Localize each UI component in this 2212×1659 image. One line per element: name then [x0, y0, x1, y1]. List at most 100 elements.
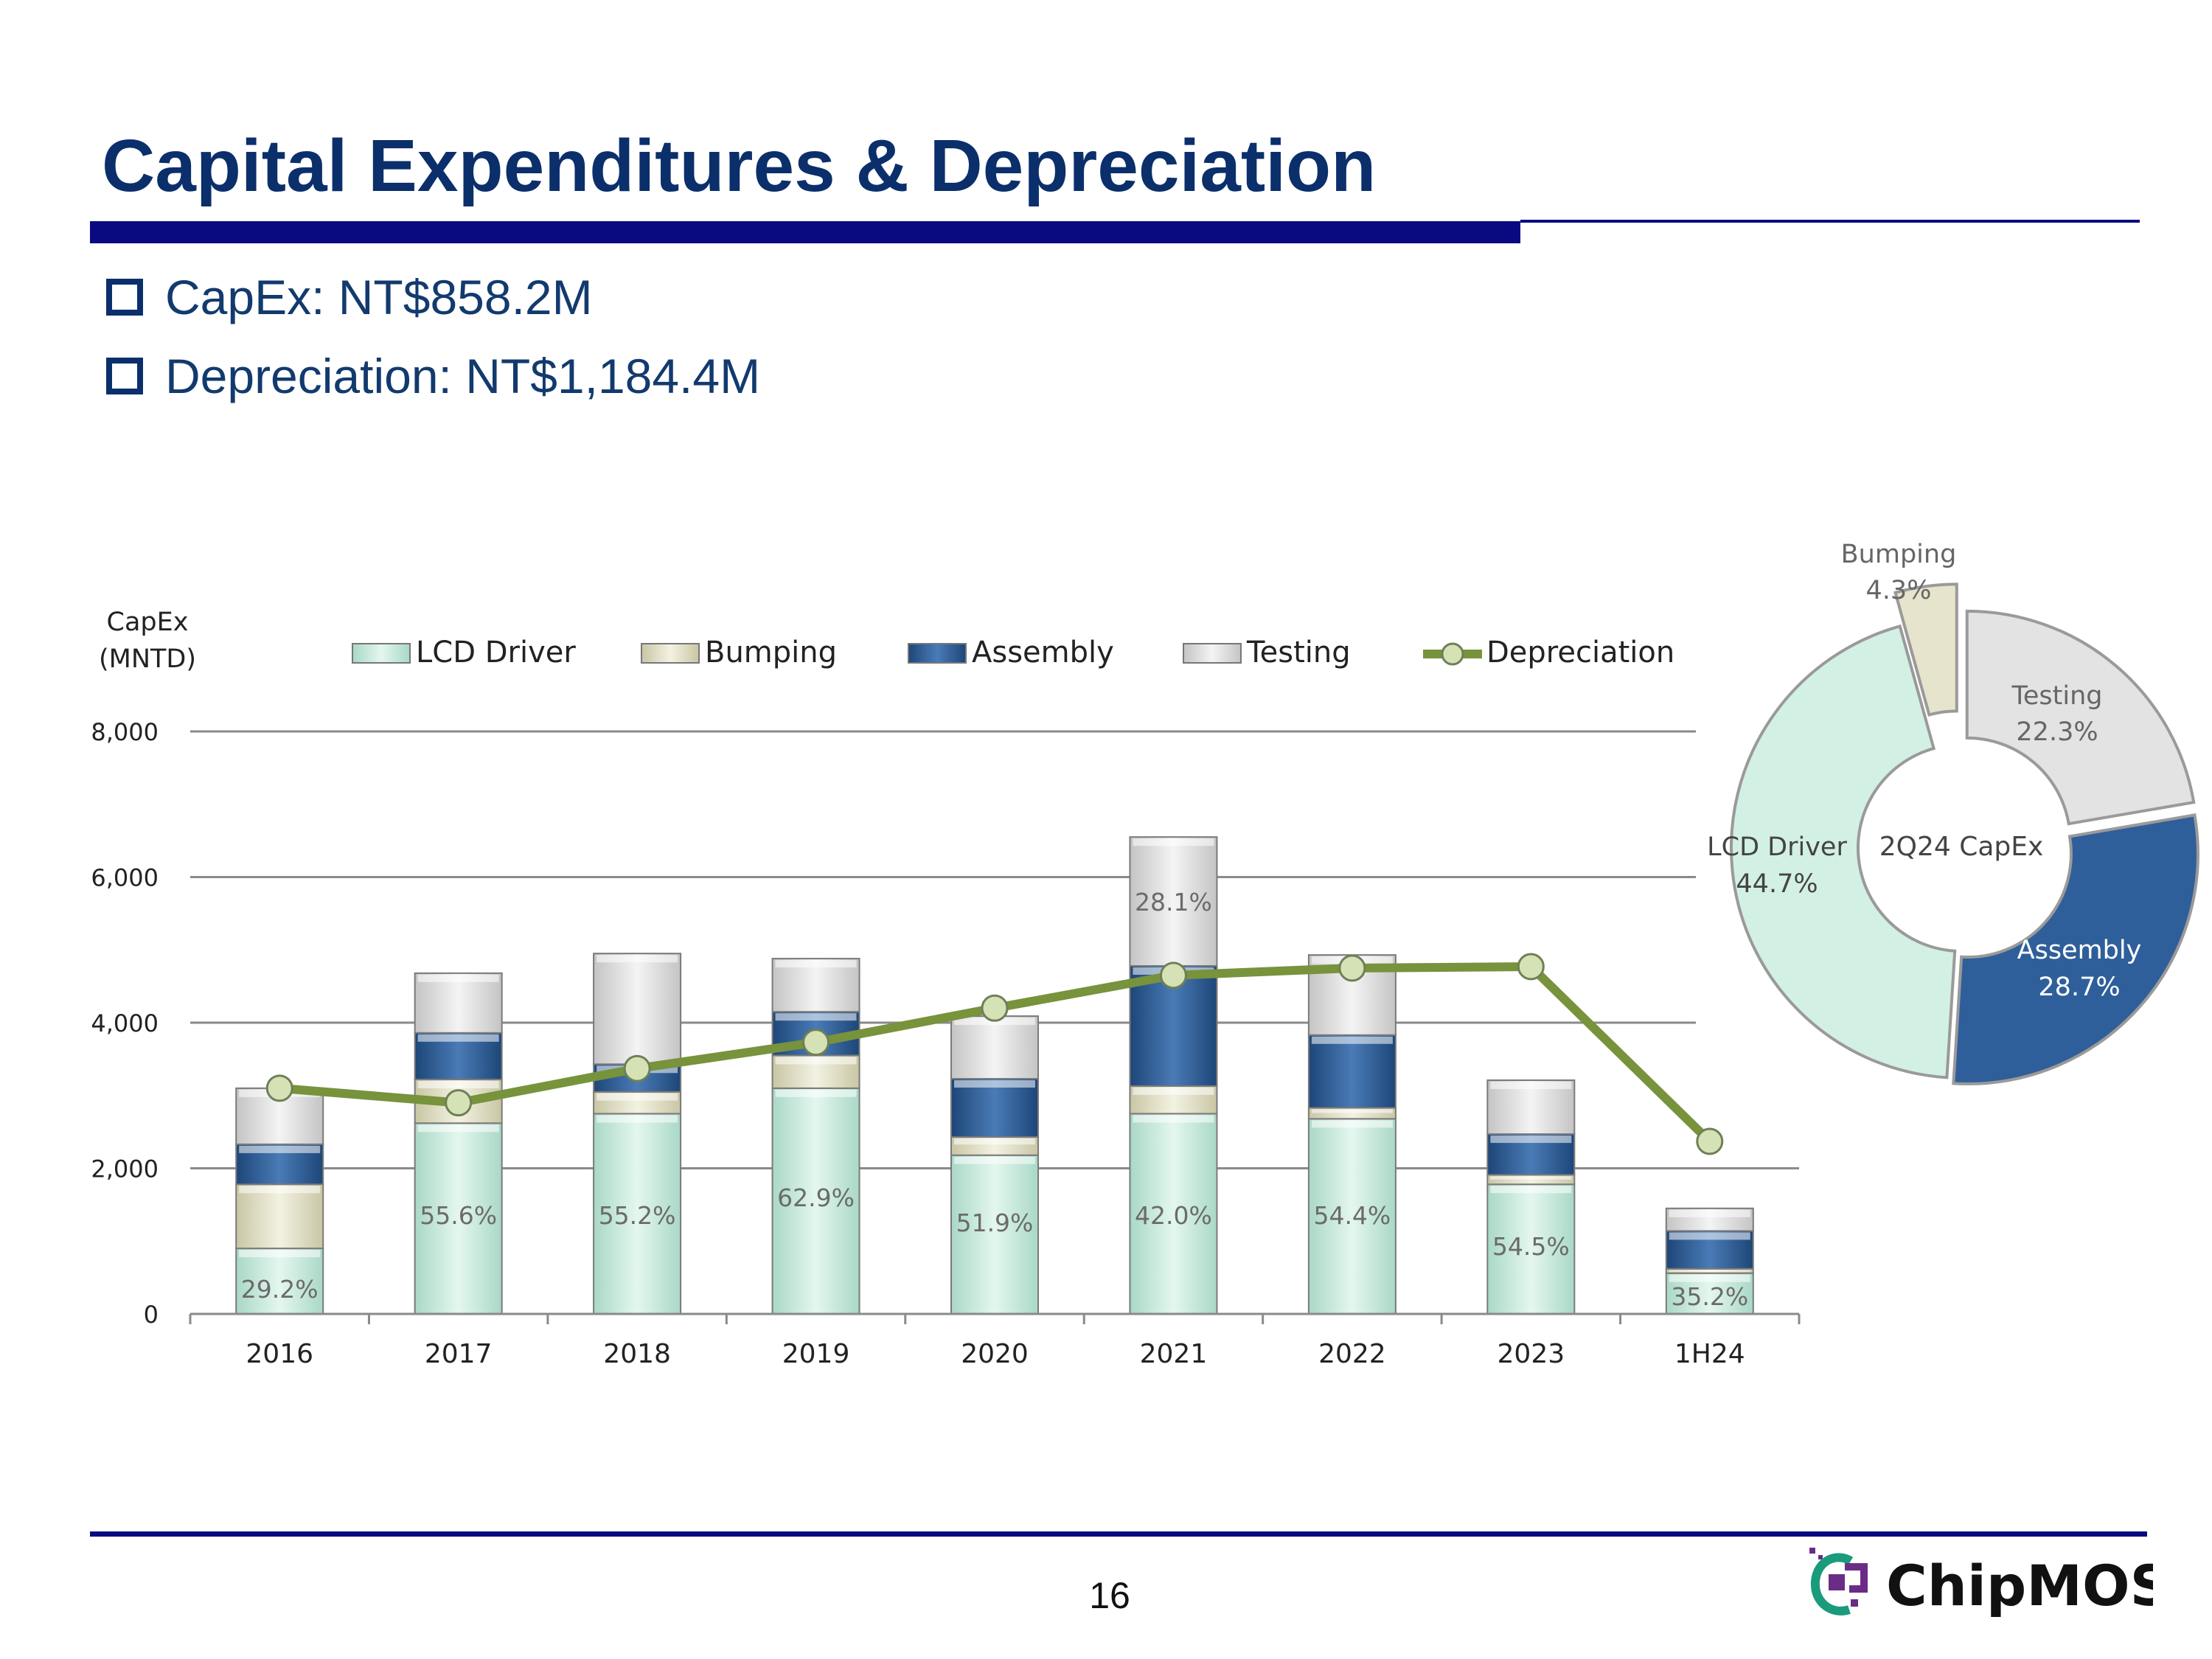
bar-highlight — [1311, 1109, 1393, 1113]
chipmos-logo: ChipMOS — [1809, 1548, 2153, 1618]
y-axis-title: (MNTD) — [99, 644, 196, 674]
depreciation-point — [1338, 954, 1366, 982]
legend-swatch — [908, 643, 967, 664]
donut-slice-bumping — [1893, 582, 1958, 717]
bar-highlight — [775, 1013, 857, 1021]
bar-testing-2019 — [771, 958, 860, 1013]
bar-highlight — [597, 955, 678, 963]
bar-highlight — [1490, 1135, 1572, 1144]
bar-highlight — [1311, 1036, 1393, 1044]
x-tick-label: 2017 — [425, 1339, 493, 1369]
donut-slice-value: 28.7% — [2038, 973, 2120, 1002]
bar-lcd-driver-2018 — [593, 1113, 682, 1315]
donut-slice-label: LCD Driver — [1707, 832, 1847, 862]
donut-slice-label: Bumping — [1841, 540, 1957, 569]
bar-data-label: 54.4% — [1313, 1201, 1391, 1230]
bar-highlight — [239, 1186, 321, 1194]
bullet-capex-text: CapEx: NT$858.2M — [165, 270, 593, 324]
bar-highlight — [1490, 1082, 1572, 1090]
bar-testing-2021 — [1129, 836, 1218, 967]
slide-title: Capital Expenditures & Depreciation — [102, 125, 1377, 207]
bar-highlight — [417, 1124, 499, 1133]
bar-data-label: 54.5% — [1492, 1232, 1570, 1261]
title-underline-thick — [90, 221, 1520, 243]
x-tick-label: 2022 — [1318, 1339, 1386, 1369]
bar-highlight — [775, 1057, 857, 1065]
depreciation-point — [1517, 953, 1545, 981]
depreciation-point — [265, 1074, 293, 1102]
bar-lcd-driver-2020 — [950, 1154, 1039, 1315]
bar-lcd-driver-2019 — [771, 1087, 860, 1315]
bullet-capex: CapEx: NT$858.2M — [106, 269, 593, 325]
y-tick-label: 8,000 — [91, 718, 159, 746]
donut-slice-label: Testing — [2011, 681, 2102, 711]
bar-data-label: 62.9% — [777, 1183, 855, 1212]
depreciation-point — [1159, 961, 1187, 990]
bar-data-label: 55.2% — [599, 1201, 676, 1230]
bar-highlight — [775, 960, 857, 968]
x-tick-label: 1H24 — [1674, 1339, 1745, 1369]
bar-highlight — [1669, 1270, 1750, 1272]
bar-assembly-2020 — [950, 1078, 1039, 1138]
bar-highlight — [597, 1093, 678, 1101]
bar-highlight — [239, 1145, 321, 1153]
bar-highlight — [954, 1080, 1035, 1088]
depreciation-point — [623, 1054, 651, 1082]
bar-highlight — [1133, 1087, 1214, 1095]
legend-swatch — [1183, 643, 1242, 664]
legend-swatch — [352, 643, 411, 664]
bar-lcd-driver-2021 — [1129, 1113, 1218, 1315]
donut-slice-lcd-driver — [1730, 624, 1957, 1079]
legend-swatch — [641, 643, 700, 664]
bar-highlight — [1669, 1274, 1750, 1282]
donut-slice-label: Assembly — [2017, 936, 2142, 965]
depreciation-point — [1696, 1127, 1724, 1155]
bar-data-label: 55.6% — [420, 1201, 497, 1230]
bar-data-label: 29.2% — [241, 1275, 319, 1304]
legend-line-marker — [1441, 642, 1464, 666]
bar-highlight — [1133, 1115, 1214, 1123]
footer-rule — [90, 1531, 2147, 1537]
donut-slice-testing — [1965, 609, 2196, 826]
donut-center-label: 2Q24 CapEx — [1879, 832, 2044, 862]
x-tick-label: 2016 — [246, 1339, 313, 1369]
x-tick-label: 2019 — [782, 1339, 850, 1369]
bar-highlight — [1669, 1209, 1750, 1217]
bullet-depreciation-text: Depreciation: NT$1,184.4M — [165, 349, 761, 403]
y-tick-label: 4,000 — [91, 1009, 159, 1037]
x-tick-label: 2023 — [1498, 1339, 1565, 1369]
checkbox-bullet-icon — [106, 358, 143, 394]
bar-highlight — [1490, 1186, 1572, 1194]
bar-lcd-driver-2017 — [414, 1122, 503, 1315]
bar-highlight — [417, 1034, 499, 1042]
bar-highlight — [1490, 1176, 1572, 1180]
bar-data-label: 35.2% — [1671, 1282, 1748, 1311]
bar-highlight — [239, 1250, 321, 1258]
bar-lcd-driver-2022 — [1307, 1118, 1397, 1315]
y-tick-label: 2,000 — [91, 1155, 159, 1183]
bar-data-label: 42.0% — [1135, 1201, 1212, 1230]
bar-testing-2017 — [414, 972, 503, 1034]
x-tick-label: 2020 — [961, 1339, 1029, 1369]
bar-testing-2020 — [950, 1015, 1039, 1080]
checkbox-bullet-icon — [106, 279, 143, 316]
bar-bumping-2023 — [1486, 1174, 1576, 1186]
bar-highlight — [417, 1081, 499, 1089]
title-underline-thin — [1520, 220, 2140, 223]
donut-slice-assembly — [1952, 813, 2199, 1085]
bar-highlight — [954, 1138, 1035, 1145]
logo-wordmark: ChipMOS — [1886, 1553, 2153, 1618]
bar-data-label: 28.1% — [1135, 888, 1212, 917]
y-tick-label: 6,000 — [91, 864, 159, 892]
y-axis-title: CapEx — [107, 608, 189, 637]
legend-label: LCD Driver — [416, 636, 576, 669]
y-tick-label: 0 — [144, 1301, 159, 1329]
legend-label: Testing — [1246, 636, 1351, 669]
legend-label: Bumping — [705, 636, 837, 669]
bar-assembly-2022 — [1307, 1034, 1397, 1109]
bar-highlight — [954, 1156, 1035, 1164]
bullet-depreciation: Depreciation: NT$1,184.4M — [106, 348, 760, 404]
depreciation-point — [981, 994, 1009, 1022]
